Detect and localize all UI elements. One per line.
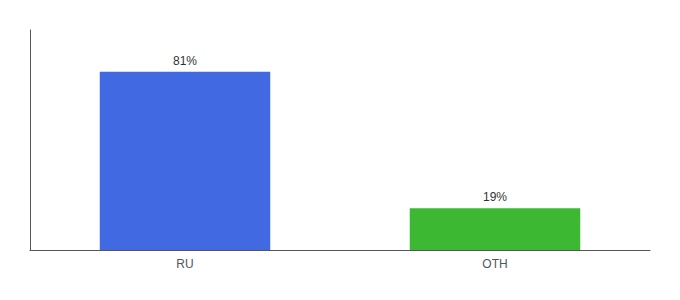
svg-text:81%: 81%	[173, 54, 197, 68]
svg-text:RU: RU	[176, 257, 193, 271]
svg-text:OTH: OTH	[482, 257, 507, 271]
svg-text:19%: 19%	[483, 190, 507, 204]
